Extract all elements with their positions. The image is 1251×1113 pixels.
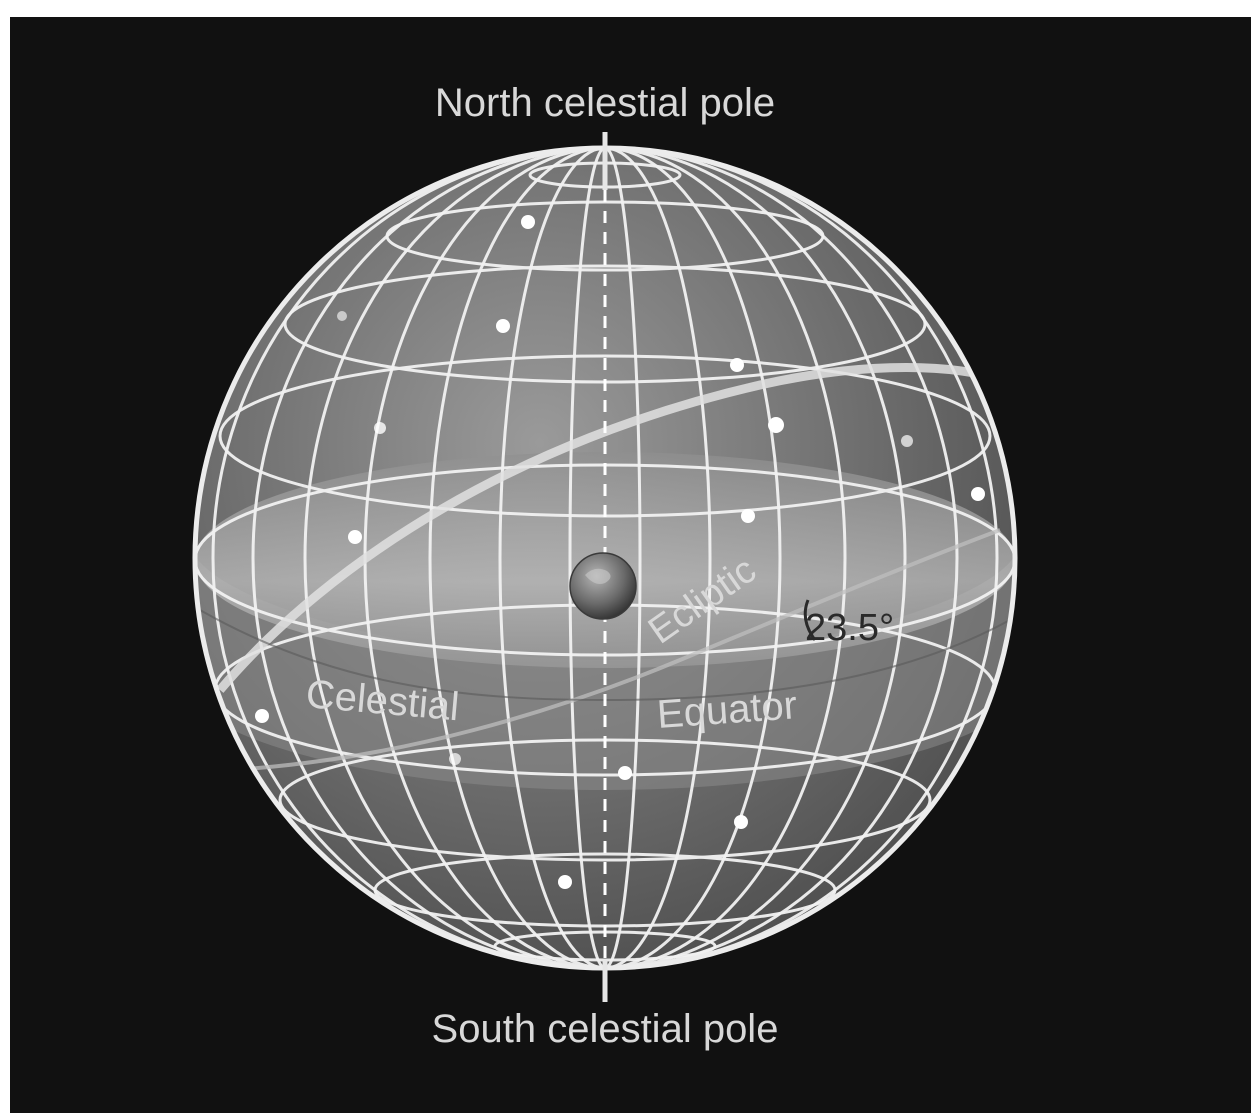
ecliptic-lower-line [229, 528, 1001, 772]
earth-icon [569, 552, 637, 620]
north-pole-label: North celestial pole [435, 81, 775, 125]
meridian-lines [211, 148, 999, 968]
ecliptic-line [216, 363, 1002, 693]
equator-label: Equator [656, 683, 799, 737]
tilt-angle-label: 23.5° [805, 607, 894, 649]
tilt-angle-arc [803, 599, 817, 641]
star-icons [255, 215, 985, 889]
south-pole-label: South celestial pole [432, 1007, 779, 1051]
